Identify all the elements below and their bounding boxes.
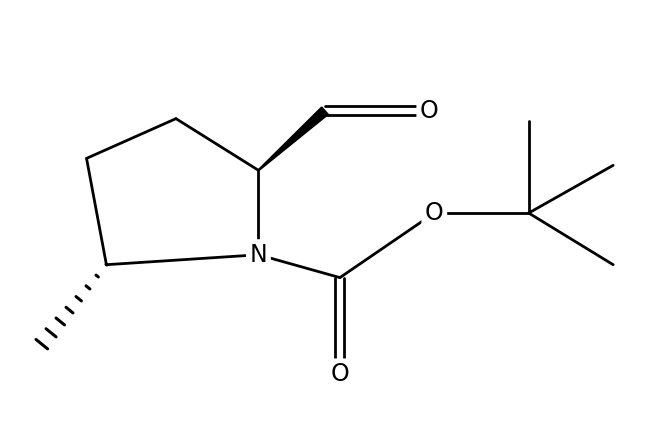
Text: O: O [425, 201, 444, 225]
Text: N: N [249, 243, 268, 267]
Text: O: O [331, 362, 350, 386]
Polygon shape [258, 107, 328, 171]
Text: O: O [420, 99, 439, 123]
